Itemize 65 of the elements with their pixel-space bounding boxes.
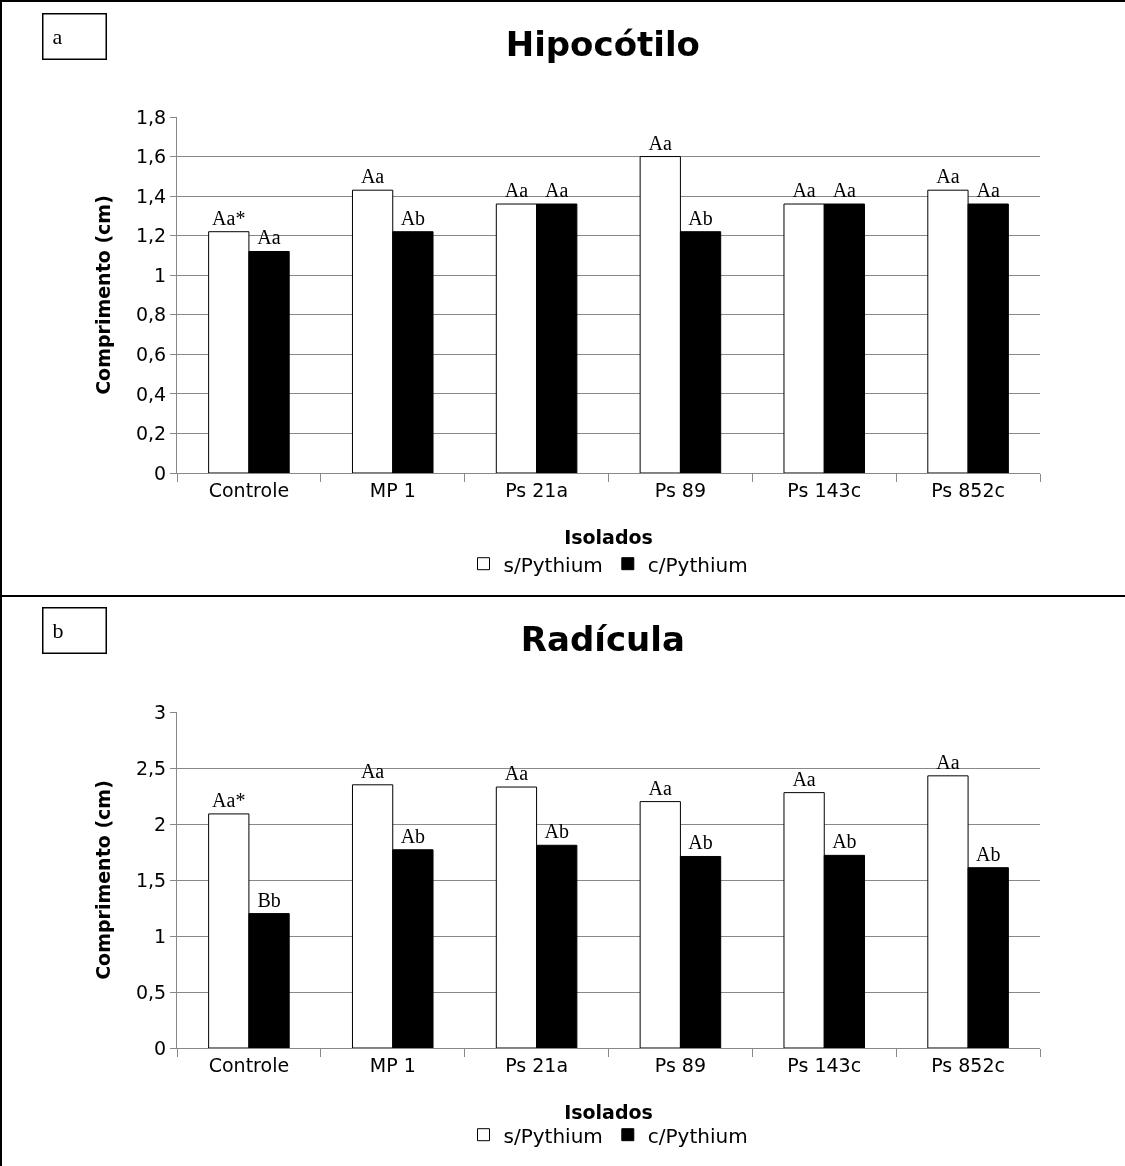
chart-title: Hipocótilo [505,23,700,64]
data-label: Bb [257,888,281,911]
legend-label: c/Pythium [647,1123,748,1148]
data-label: Aa [545,179,569,202]
y-tick-label: 3 [154,700,167,723]
text: b [52,618,64,643]
x-tick-label: MP 1 [369,478,416,501]
y-tick-label: 1,4 [135,184,167,207]
legend-label: s/Pythium [503,1123,603,1148]
y-tick-label: 1,6 [135,145,167,168]
y-tick-label: 0,2 [135,422,167,445]
y-tick-label: 0,4 [135,382,167,405]
chart-title: Radícula [520,618,685,659]
data-label: Ab [688,206,713,229]
legend-label: s/Pythium [503,552,603,577]
legend-label: c/Pythium [647,552,748,577]
x-tick-label: Ps 143c [787,478,862,501]
data-label: Aa [976,179,1000,202]
data-label: Ab [544,820,569,843]
data-label: Ab [400,824,426,847]
data-label: Aa [360,759,385,782]
data-label: Aa [936,165,960,188]
y-tick-label: 1,8 [135,105,167,128]
y-tick-label: 0,5 [135,980,167,1003]
x-axis-title: Isolados [564,1100,653,1123]
x-tick-label: Ps 852c [931,478,1005,501]
data-label: Aa [832,179,857,202]
data-label: Aa [936,750,960,773]
data-label: Ab [688,831,713,854]
y-tick-label: 2,5 [135,756,167,779]
data-label: Aa [648,776,672,799]
data-label: Aa [792,767,816,790]
y-tick-label: 0 [154,461,167,484]
x-tick-label: Ps 89 [654,478,707,501]
x-axis-title: Isolados [564,525,653,548]
y-tick-label: 1 [154,924,167,947]
y-tick-label: 1,2 [135,224,167,247]
data-label: Aa [360,165,385,188]
data-label: Aa [504,762,529,785]
data-label: Aa* [212,206,246,229]
data-label: Aa [257,226,281,249]
y-tick-label: 2 [154,812,167,835]
y-tick-label: 0 [154,1036,167,1059]
y-tick-label: 0,6 [135,342,167,365]
x-tick-label: Ps 21a [505,1053,569,1076]
data-label: Ab [975,842,1001,865]
y-axis-title: Comprimento (cm) [91,780,114,980]
x-tick-label: Ps 143c [787,1053,862,1076]
x-tick-label: Ps 21a [505,478,569,501]
x-tick-label: Controle [208,1053,290,1076]
x-tick-label: Ps 852c [931,1053,1005,1076]
y-tick-label: 1,5 [135,868,167,891]
data-label: Aa* [212,788,246,811]
x-tick-label: MP 1 [369,1053,416,1076]
data-label: Ab [832,830,857,853]
y-axis-title: Comprimento (cm) [91,195,114,395]
data-label: Aa [792,179,816,202]
data-label: Ab [400,206,426,229]
x-tick-label: Ps 89 [654,1053,707,1076]
y-tick-label: 1 [154,263,167,286]
data-label: Aa [648,131,672,154]
x-tick-label: Controle [208,478,290,501]
y-tick-label: 0,8 [135,303,167,326]
text: a [52,24,63,49]
data-label: Aa [504,179,529,202]
